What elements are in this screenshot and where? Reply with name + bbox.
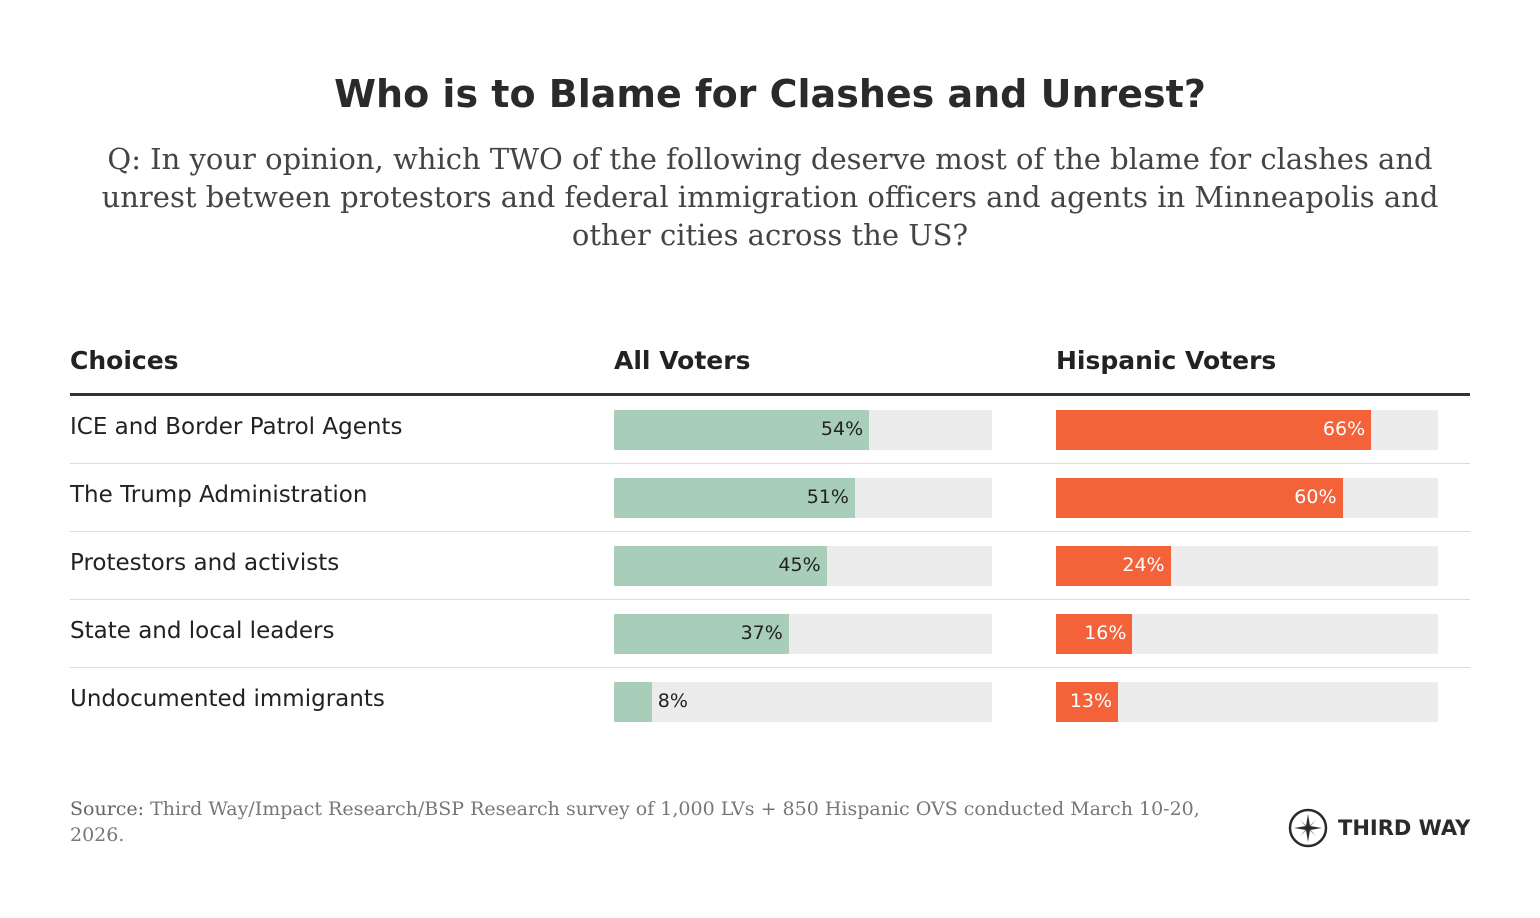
bar-track: 8% (614, 682, 992, 722)
header-choices: Choices (70, 346, 179, 375)
bar-track: 54% (614, 410, 992, 450)
bar-track: 16% (1056, 614, 1438, 654)
header-all-voters: All Voters (614, 346, 751, 375)
bar-track: 13% (1056, 682, 1438, 722)
value-label: 13% (1069, 690, 1113, 712)
choice-label: The Trump Administration (70, 482, 368, 508)
bar-track: 45% (614, 546, 992, 586)
bar-track: 37% (614, 614, 992, 654)
bar-all-voters (614, 478, 855, 518)
bar-hispanic-voters (1056, 478, 1343, 518)
bar-hispanic-voters (1056, 614, 1133, 654)
value-label: 51% (806, 486, 849, 508)
logo-text: THIRD WAY (1338, 816, 1471, 840)
value-label: 45% (778, 554, 821, 576)
table-row: State and local leaders 37% 16% (70, 600, 1470, 668)
bar-track: 60% (1056, 478, 1438, 518)
chart-title: Who is to Blame for Clashes and Unrest? (334, 72, 1206, 116)
table-row: Protestors and activists 45% 24% (70, 532, 1470, 600)
source-note: Source: Third Way/Impact Research/BSP Re… (70, 796, 1210, 848)
table-row: The Trump Administration 51% 60% (70, 464, 1470, 532)
bar-all-voters (614, 410, 870, 450)
bar-all-voters (614, 546, 827, 586)
choice-label: Protestors and activists (70, 550, 340, 576)
value-label: 54% (820, 418, 864, 440)
bar-all-voters (614, 614, 789, 654)
value-label: 66% (1322, 418, 1366, 440)
bar-track: 24% (1056, 546, 1438, 586)
bar-hispanic-voters (1056, 546, 1171, 586)
row-divider (70, 599, 1470, 600)
value-label: 24% (1122, 554, 1165, 576)
choice-label: Undocumented immigrants (70, 686, 385, 712)
table-row: Undocumented immigrants 8% 13% (70, 668, 1470, 736)
value-label: 16% (1084, 622, 1127, 644)
chart-subtitle: Q: In your opinion, which TWO of the fol… (101, 142, 1439, 252)
compass-icon (1288, 808, 1328, 848)
bar-track: 51% (614, 478, 992, 518)
value-label: 60% (1294, 486, 1337, 508)
bar-hispanic-voters (1056, 410, 1372, 450)
value-label: 8% (657, 690, 688, 712)
bar-track: 66% (1056, 410, 1438, 450)
header-rule (70, 393, 1470, 396)
bar-hispanic-voters (1056, 682, 1119, 722)
bar-all-voters (614, 682, 652, 722)
row-divider (70, 463, 1470, 464)
row-divider (70, 667, 1470, 668)
choice-label: ICE and Border Patrol Agents (70, 414, 403, 440)
choice-label: State and local leaders (70, 618, 335, 644)
source-label: Source: (70, 798, 145, 820)
third-way-logo: THIRD WAY (1288, 808, 1470, 848)
header-hispanic-voters: Hispanic Voters (1056, 346, 1277, 375)
table-row: ICE and Border Patrol Agents 54% 66% (70, 396, 1470, 464)
row-divider (70, 531, 1470, 532)
source-text: Third Way/Impact Research/BSP Research s… (70, 798, 1200, 846)
value-label: 37% (740, 622, 783, 644)
